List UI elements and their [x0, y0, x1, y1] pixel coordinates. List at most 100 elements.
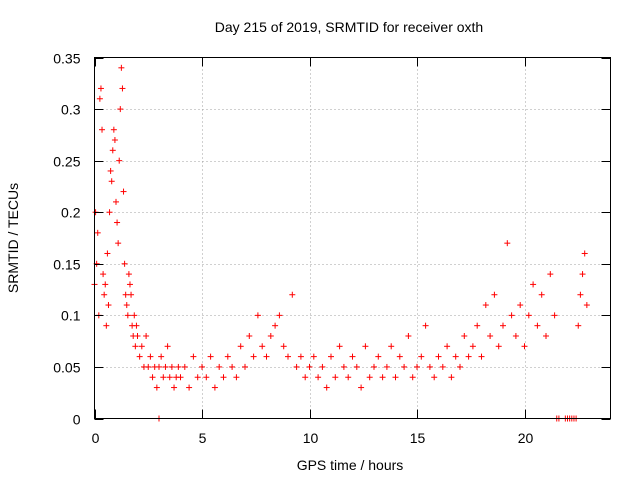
data-point	[110, 126, 117, 133]
x-tick-label: 5	[199, 430, 207, 446]
data-point	[469, 343, 476, 350]
y-tick-label: 0.2	[61, 205, 81, 221]
data-point	[229, 363, 236, 370]
data-point	[517, 302, 524, 309]
data-point	[115, 240, 122, 247]
data-point	[94, 229, 101, 236]
data-point	[310, 353, 317, 360]
data-point	[508, 312, 515, 319]
data-point	[133, 322, 140, 329]
data-point	[401, 363, 408, 370]
data-point	[267, 332, 274, 339]
data-point	[547, 271, 554, 278]
data-point	[123, 302, 130, 309]
y-tick-label: 0.15	[53, 257, 80, 273]
x-tick-label: 10	[303, 430, 319, 446]
y-tick-label: 0.25	[53, 154, 80, 170]
data-point	[375, 353, 382, 360]
data-point	[237, 343, 244, 350]
data-point	[340, 363, 347, 370]
data-point	[276, 312, 283, 319]
data-point	[101, 291, 108, 298]
data-point	[100, 271, 107, 278]
data-point	[491, 291, 498, 298]
data-point	[181, 363, 188, 370]
data-point	[96, 95, 103, 102]
data-point	[272, 322, 279, 329]
data-point	[153, 384, 160, 391]
data-point	[254, 312, 261, 319]
data-point	[114, 219, 121, 226]
data-point	[345, 374, 352, 381]
data-point	[194, 374, 201, 381]
data-point	[431, 374, 438, 381]
data-point	[332, 374, 339, 381]
data-point	[104, 250, 111, 257]
data-point	[149, 374, 156, 381]
data-point	[349, 353, 356, 360]
data-point	[315, 374, 322, 381]
data-point	[102, 281, 109, 288]
data-point	[124, 312, 131, 319]
data-point	[120, 188, 127, 195]
data-point	[122, 291, 129, 298]
data-point	[538, 291, 545, 298]
data-point	[293, 363, 300, 370]
data-point	[111, 137, 118, 144]
data-point	[116, 157, 123, 164]
data-point	[362, 343, 369, 350]
data-point	[353, 363, 360, 370]
data-point	[504, 240, 511, 247]
data-point	[383, 363, 390, 370]
data-point	[131, 312, 138, 319]
data-point	[199, 363, 205, 370]
data-point	[280, 343, 287, 350]
y-tick-label: 0.1	[61, 308, 81, 324]
x-axis-label: GPS time / hours	[297, 457, 404, 473]
data-point	[336, 343, 343, 350]
data-point	[482, 302, 489, 309]
data-point	[147, 353, 154, 360]
data-point	[242, 363, 248, 370]
data-point	[99, 126, 106, 133]
y-tick-label: 0.3	[61, 102, 81, 118]
data-point	[168, 363, 175, 370]
x-tick-label: 20	[518, 430, 534, 446]
data-point	[259, 343, 266, 350]
data-point	[171, 384, 178, 391]
data-point	[444, 343, 451, 350]
data-point	[379, 374, 386, 381]
data-point	[581, 250, 588, 257]
data-point	[145, 363, 152, 370]
chart-title: Day 215 of 2019, SRMTID for receiver oxt…	[215, 19, 483, 35]
data-point	[175, 363, 182, 370]
data-point	[109, 147, 116, 154]
data-point	[418, 353, 425, 360]
x-tick-label: 0	[92, 430, 100, 446]
data-point	[158, 353, 165, 360]
data-point	[113, 198, 119, 205]
data-point	[435, 353, 442, 360]
data-point	[388, 343, 395, 350]
data-point	[263, 353, 270, 360]
data-point	[583, 302, 590, 309]
data-point	[138, 343, 145, 350]
data-point	[439, 363, 446, 370]
data-point	[207, 353, 214, 360]
data-point	[126, 281, 133, 288]
data-point	[224, 353, 231, 360]
data-point	[211, 384, 218, 391]
data-point	[422, 322, 429, 329]
data-point	[414, 363, 420, 370]
data-point	[134, 332, 141, 339]
data-point	[246, 332, 253, 339]
data-point	[166, 374, 173, 381]
data-point	[495, 343, 502, 350]
data-point	[162, 363, 169, 370]
data-point	[143, 332, 150, 339]
data-point	[306, 363, 313, 370]
data-point	[186, 384, 193, 391]
data-point	[579, 271, 586, 278]
data-point	[121, 260, 128, 267]
data-point	[106, 209, 113, 216]
